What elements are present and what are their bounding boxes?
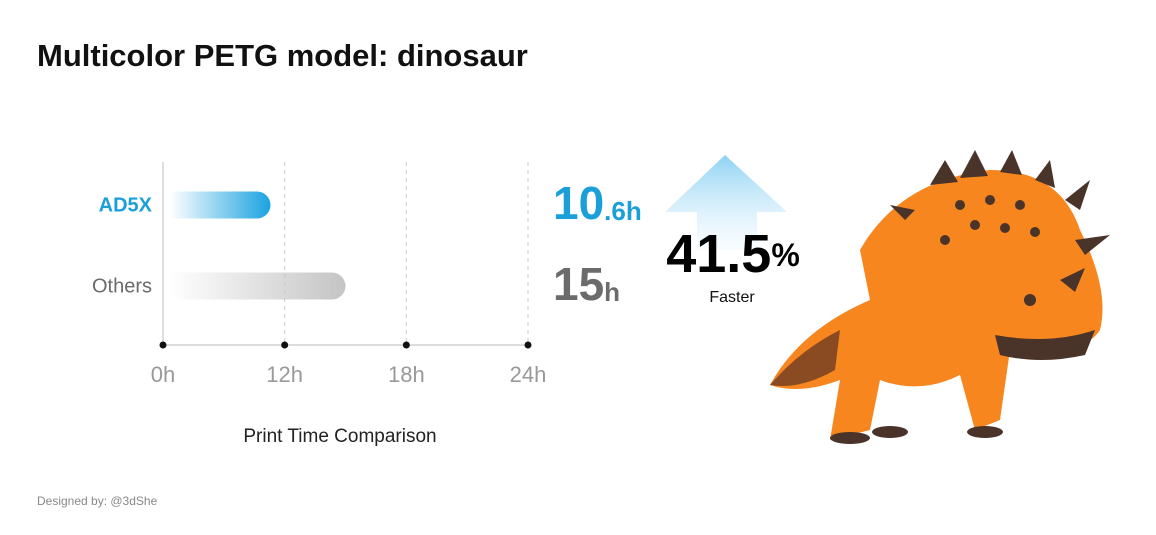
category-label: AD5X [99,194,153,216]
arrow-icon [665,155,787,250]
speedup-caption: Faster [709,289,755,306]
speedup-value: 41.5% [666,224,800,284]
value-label: 15h [553,258,620,310]
x-axis-label: Print Time Comparison [243,426,436,447]
category-label: Others [92,275,152,297]
x-tick-label: 18h [388,362,425,387]
bar [170,272,346,300]
tick-dot [524,341,532,349]
tick-dot [159,341,167,349]
bar [170,191,271,219]
x-tick-label: 0h [151,362,175,387]
credit: Designed by: @3dShe [37,494,158,508]
x-tick-label: 24h [510,362,547,387]
tick-dot [281,341,289,349]
tick-dot [402,341,410,349]
value-label: 10.6h [553,177,642,229]
x-tick-label: 12h [266,362,303,387]
chart-title: Multicolor PETG model: dinosaur [37,38,528,73]
dinosaur-image [770,150,1110,444]
